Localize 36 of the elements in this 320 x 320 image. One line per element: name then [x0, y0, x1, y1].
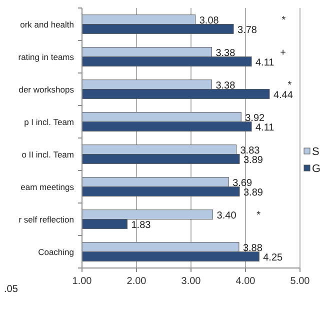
data-label: 3.89: [244, 187, 264, 198]
data-label: 1.83: [131, 220, 152, 231]
y-tick-label: der workshops: [18, 84, 74, 94]
x-tick-label: 2.00: [126, 276, 147, 287]
x-tick-label: 1.00: [72, 276, 92, 287]
y-tick-label: eam meetings: [20, 182, 74, 192]
data-label: 3.08: [199, 16, 220, 27]
y-tick-label: p I incl. Team: [24, 116, 74, 127]
data-label: 3.92: [245, 113, 266, 124]
data-label: 3.88: [242, 243, 263, 254]
y-tick-label: ork and health: [20, 19, 74, 30]
y-tick-label: o II incl. Team: [22, 149, 74, 160]
annotation: +: [280, 47, 286, 58]
y-tick-label: rating in teams: [18, 52, 74, 62]
legend-label: G: [312, 163, 320, 175]
data-label: 3.89: [244, 154, 264, 166]
data-label: 3.40: [216, 210, 237, 222]
y-tick-label: r self reflection: [18, 214, 74, 224]
annotation: *: [288, 80, 292, 91]
data-label: 4.44: [273, 90, 294, 101]
x-tick-label: 5.00: [290, 276, 310, 287]
annotation: *: [256, 210, 261, 221]
annotation: *: [282, 14, 286, 26]
legend-label: S: [312, 146, 320, 158]
data-label: 3.69: [232, 178, 253, 190]
y-tick-label: Coaching: [38, 246, 74, 257]
data-label: 4.11: [255, 122, 275, 134]
data-label: 3.78: [238, 24, 258, 36]
data-label: 4.25: [263, 252, 284, 264]
x-tick-label: 3.00: [181, 276, 202, 287]
text: .05: [4, 284, 18, 295]
data-label: 4.11: [255, 57, 275, 68]
data-label: 3.38: [216, 48, 236, 60]
data-label: 3.38: [216, 80, 236, 92]
data-label: 3.83: [240, 146, 260, 157]
x-tick-label: 4.00: [236, 276, 256, 287]
